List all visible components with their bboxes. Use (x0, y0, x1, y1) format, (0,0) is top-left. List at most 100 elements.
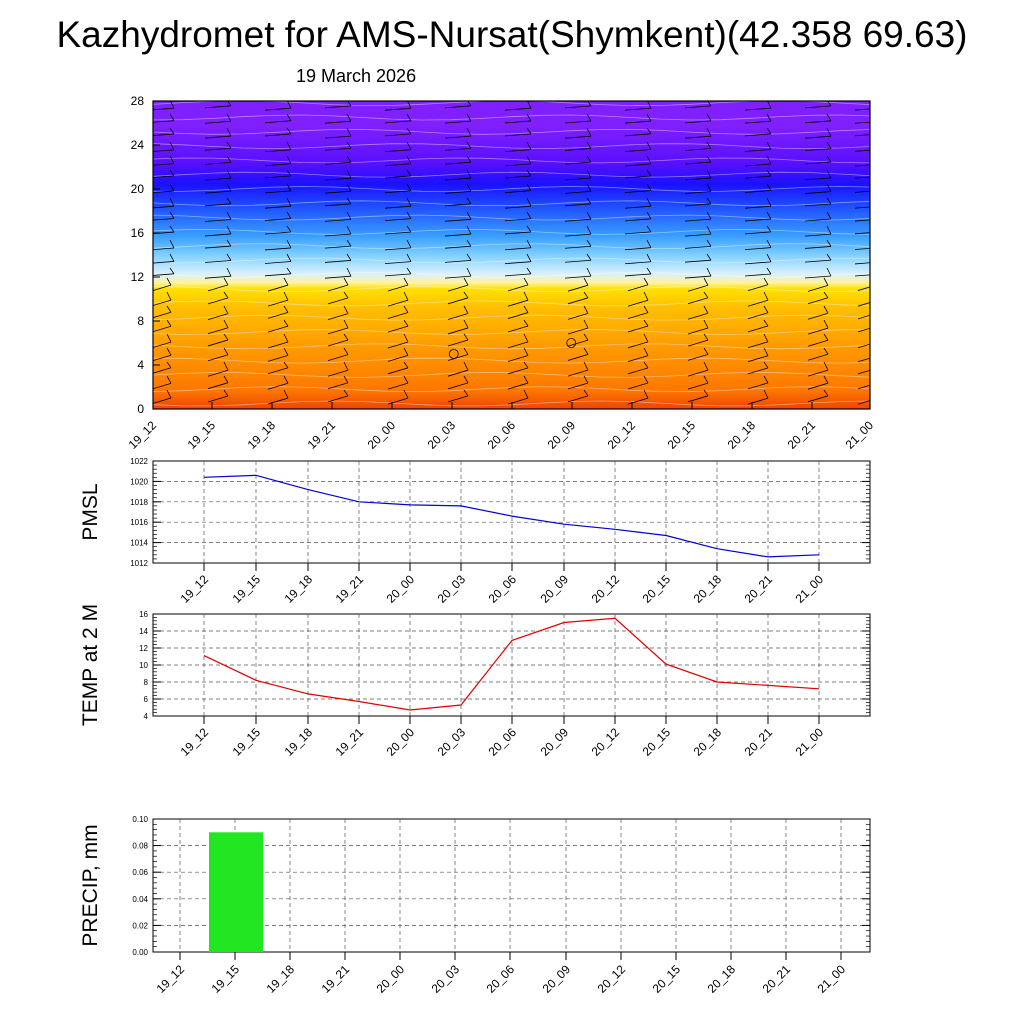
y-tick-label: 12 (139, 644, 148, 653)
x-tick-label: 20_12 (589, 725, 623, 759)
wind-barb-flag (874, 334, 878, 342)
wind-barb (153, 325, 172, 333)
wind-barb (153, 231, 175, 235)
wind-barb (854, 219, 870, 222)
wind-barb (387, 284, 409, 292)
wind-barb-flag (877, 212, 881, 219)
y-tick-label: 0.04 (132, 895, 148, 904)
wind-barb (264, 133, 292, 137)
wind-barb-flag (703, 319, 709, 329)
wind-barb (857, 302, 870, 307)
wind-barb (747, 284, 769, 292)
wind-barb (153, 261, 175, 264)
x-tick-label: 20_03 (435, 572, 469, 606)
wind-barb (854, 149, 870, 152)
y-tick-label: 8 (144, 678, 149, 687)
calm-marker (566, 338, 577, 348)
wind-barb (444, 245, 472, 249)
wind-barb-flag (223, 291, 229, 299)
wind-barb-flag (169, 169, 175, 177)
wind-barb-flag (406, 211, 412, 219)
wind-barb-flag (766, 197, 772, 207)
wind-barb (567, 395, 589, 403)
wind-barb (507, 397, 529, 405)
wind-barb-flag (703, 347, 709, 355)
wind-barb (267, 311, 289, 319)
wind-barb-flag (466, 225, 472, 235)
wind-barb-flag (763, 375, 769, 384)
x-tick-label: 20_15 (665, 418, 699, 452)
x-tick-label: 20_06 (486, 725, 520, 759)
wind-barb (153, 311, 172, 319)
contour-line (153, 171, 870, 178)
wind-barb (153, 397, 172, 404)
wind-barb (624, 190, 652, 193)
wind-barb (624, 133, 652, 137)
wind-barb (207, 395, 229, 403)
wind-barb-flag (169, 225, 175, 233)
wind-barb-flag (877, 170, 881, 176)
wind-barb (204, 120, 232, 124)
wind-barb-flag (823, 347, 829, 355)
wind-barb (507, 341, 529, 349)
wind-barb (204, 161, 232, 165)
wind-barb-flag (643, 277, 649, 285)
wind-barb-flag (283, 333, 289, 343)
wind-barb (504, 107, 532, 111)
wind-barb-flag (646, 253, 652, 262)
wind-barb-flag (523, 389, 529, 399)
wind-barb-flag (463, 277, 469, 286)
wind-barb-flag (526, 141, 532, 150)
wind-barb-flag (703, 277, 709, 286)
x-tick-label: 21_00 (793, 725, 827, 759)
wind-barb (854, 108, 870, 111)
wind-barb (324, 161, 352, 165)
wind-barb-flag (343, 361, 349, 371)
wind-barb-flag (283, 389, 289, 399)
wind-barb (854, 121, 870, 124)
wind-barb-flag (643, 291, 649, 301)
wind-barb-flag (466, 155, 472, 163)
wind-barb (857, 400, 870, 405)
wind-barb (267, 397, 289, 405)
wind-barb (267, 382, 289, 390)
wind-barb-flag (466, 169, 472, 179)
wind-barb (684, 218, 712, 222)
wind-barb (207, 369, 229, 377)
wind-barb (807, 353, 829, 361)
wind-barb (384, 190, 412, 194)
wind-barb-flag (403, 389, 409, 399)
y-tick-label: 0.02 (132, 921, 148, 930)
wind-barb-flag (523, 333, 529, 343)
wind-barb-flag (526, 183, 532, 191)
temp-line (203, 617, 820, 711)
wind-barb-flag (586, 113, 592, 122)
x-tick-label: 20_06 (486, 572, 520, 606)
x-tick-label: 20_00 (384, 572, 418, 606)
wind-barb-flag (169, 253, 175, 262)
wind-barb (387, 312, 409, 319)
wind-barb (207, 354, 229, 362)
wind-barb (264, 190, 292, 194)
wind-barb-flag (406, 197, 412, 207)
wind-barb-flag (706, 141, 712, 149)
wind-barb (747, 382, 769, 390)
wind-barb-flag (877, 198, 881, 206)
wind-barb-flag (643, 305, 649, 313)
wind-barb-flag (169, 239, 175, 249)
wind-barb (504, 175, 532, 179)
wind-barb-flag (826, 211, 832, 220)
wind-barb (687, 339, 709, 347)
wind-barb (153, 247, 175, 250)
wind-barb-flag (586, 225, 592, 235)
wind-barb-flag (646, 169, 652, 177)
wind-barb (744, 218, 772, 222)
wind-barb (327, 395, 349, 403)
wind-barb-flag (166, 389, 172, 399)
y-tick-label: 0.08 (132, 842, 148, 851)
wind-barb (327, 382, 349, 390)
wind-barb (684, 275, 712, 279)
wind-barb-flag (703, 361, 709, 371)
wind-barb-flag (586, 141, 592, 149)
wind-barb (747, 312, 769, 320)
